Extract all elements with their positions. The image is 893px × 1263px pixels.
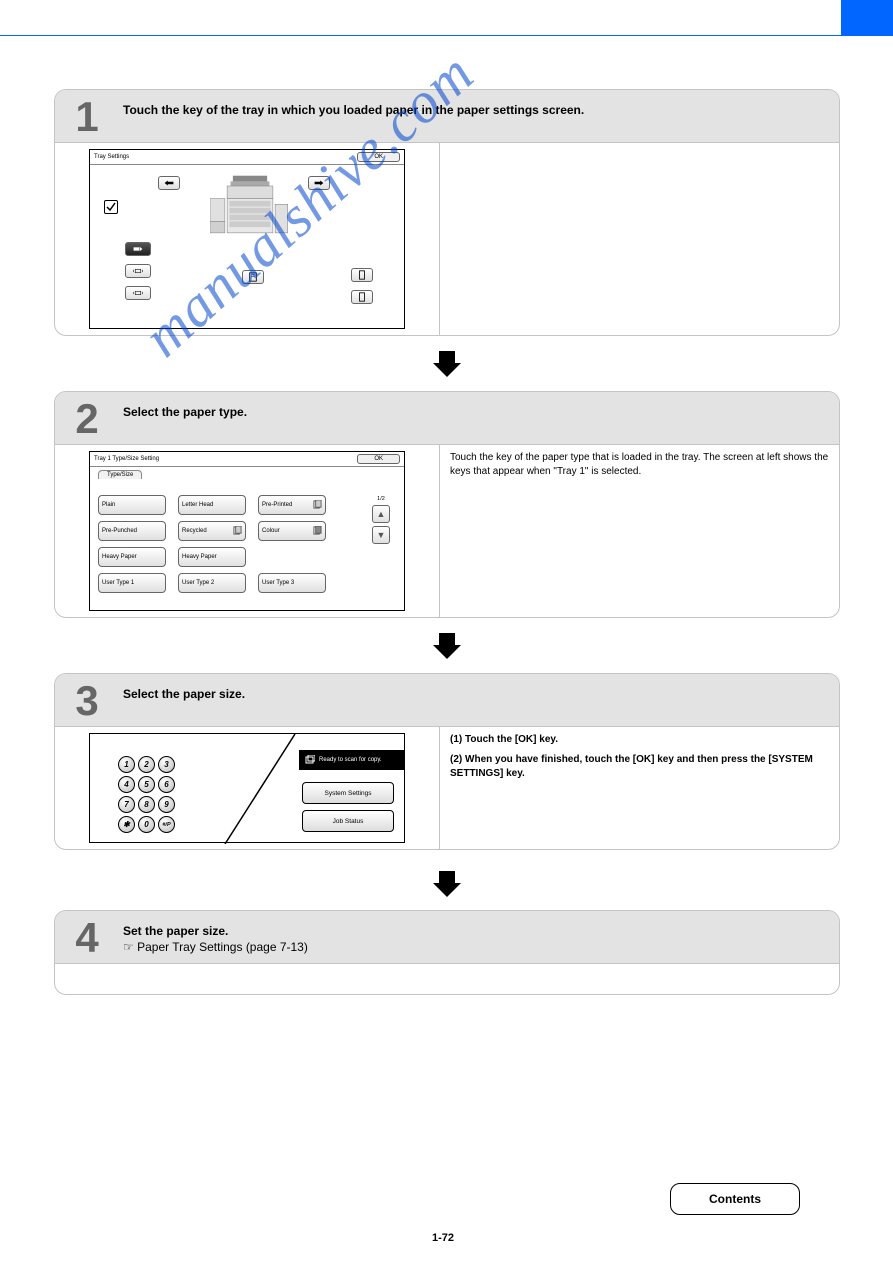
down-arrow-3 <box>427 869 467 899</box>
key-4[interactable]: 4 <box>118 776 135 793</box>
key-hash[interactable]: #/P <box>158 816 175 833</box>
step-2: 2 Select the paper type. Tray 1 Type/Siz… <box>54 391 840 618</box>
numeric-keypad: 123 456 789 ✱0#/P <box>118 756 175 836</box>
step-4-xref[interactable]: ☞ Paper Tray Settings (page 7-13) <box>123 940 308 954</box>
down-arrow-1 <box>427 349 467 379</box>
step-1-number: 1 <box>55 90 119 142</box>
key-1[interactable]: 1 <box>118 756 135 773</box>
step-2-number: 2 <box>55 392 119 444</box>
status-bar: Ready to scan for copy. <box>299 750 404 770</box>
key-star[interactable]: ✱ <box>118 816 135 833</box>
key-5[interactable]: 5 <box>138 776 155 793</box>
key-7[interactable]: 7 <box>118 796 135 813</box>
step-3-bullet-1: (1) Touch the [OK] key. <box>450 734 558 745</box>
key-9[interactable]: 9 <box>158 796 175 813</box>
system-settings-button[interactable]: System Settings <box>302 782 394 804</box>
header-rule <box>0 35 893 36</box>
tray-button-6[interactable] <box>308 176 330 190</box>
header-accent <box>841 0 893 35</box>
step-4: 4 Set the paper size. ☞ Paper Tray Setti… <box>54 910 840 995</box>
paper-type-prepunched[interactable]: Pre-Punched <box>98 521 166 541</box>
key-0[interactable]: 0 <box>138 816 155 833</box>
tab-type-size[interactable]: Type/Size <box>98 470 142 479</box>
paper-type-plain[interactable]: Plain <box>98 495 166 515</box>
key-2[interactable]: 2 <box>138 756 155 773</box>
step-1: 1 Touch the key of the tray in which you… <box>54 89 840 336</box>
paper-type-user1[interactable]: User Type 1 <box>98 573 166 593</box>
tray-bypass-button[interactable] <box>125 242 151 256</box>
step-4-number: 4 <box>55 911 119 963</box>
paper-type-user3[interactable]: User Type 3 <box>258 573 326 593</box>
paper-type-heavy1[interactable]: Heavy Paper <box>98 547 166 567</box>
tray-button-8[interactable] <box>351 290 373 304</box>
up-button[interactable]: ▲ <box>372 505 390 523</box>
down-button[interactable]: ▼ <box>372 526 390 544</box>
step-3: 3 Select the paper size. 123 456 789 ✱0#… <box>54 673 840 850</box>
ok-button[interactable]: OK <box>357 152 400 162</box>
type-size-screen: Tray 1 Type/Size Setting OK Type/Size Pl… <box>89 451 405 611</box>
step-3-number: 3 <box>55 674 119 726</box>
paper-type-heavy2[interactable]: Heavy Paper <box>178 547 246 567</box>
key-8[interactable]: 8 <box>138 796 155 813</box>
ok-button-2[interactable]: OK <box>357 454 400 464</box>
tray-button-3[interactable] <box>125 286 151 300</box>
tray-button-7[interactable] <box>351 268 373 282</box>
paper-type-recycled[interactable]: Recycled <box>178 521 246 541</box>
screen2-title: Tray 1 Type/Size Setting <box>94 456 159 462</box>
paper-type-colour[interactable]: Colour <box>258 521 326 541</box>
tray-settings-screen: Tray Settings OK <box>89 149 405 329</box>
paper-type-user2[interactable]: User Type 2 <box>178 573 246 593</box>
down-arrow-2 <box>427 631 467 661</box>
checkmark-icon <box>104 200 118 214</box>
contents-button[interactable]: Contents <box>670 1183 800 1215</box>
step-3-bullet-2: (2) When you have finished, touch the [O… <box>450 754 813 779</box>
tray-button-2[interactable] <box>125 264 151 278</box>
step-2-desc: Touch the key of the paper type that is … <box>440 445 839 617</box>
printer-illustration <box>210 170 290 246</box>
operation-panel: 123 456 789 ✱0#/P Ready to scan for copy… <box>89 733 405 843</box>
step-4-title: Set the paper size. ☞ Paper Tray Setting… <box>119 911 839 963</box>
tray-button-1[interactable] <box>242 270 264 284</box>
key-6[interactable]: 6 <box>158 776 175 793</box>
step-3-title: Select the paper size. <box>119 674 839 726</box>
page-fraction: 1/2 <box>366 496 396 502</box>
job-status-button[interactable]: Job Status <box>302 810 394 832</box>
step-2-title: Select the paper type. <box>119 392 839 444</box>
paper-type-letterhead[interactable]: Letter Head <box>178 495 246 515</box>
key-3[interactable]: 3 <box>158 756 175 773</box>
tray-settings-title: Tray Settings <box>94 154 129 160</box>
paper-type-preprinted[interactable]: Pre-Printed <box>258 495 326 515</box>
tray-button-5[interactable] <box>158 176 180 190</box>
step-1-title: Touch the key of the tray in which you l… <box>119 90 839 142</box>
page-number: 1-72 <box>432 1232 454 1244</box>
